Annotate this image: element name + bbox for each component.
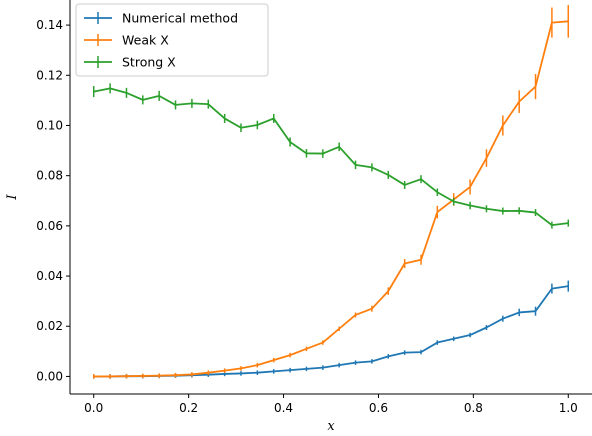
series-weak-x — [92, 5, 570, 379]
x-tick-label: 0.8 — [464, 401, 483, 415]
series-strong-x — [92, 83, 570, 229]
y-tick-label: 0.02 — [36, 319, 63, 333]
axes-layer: 0.0 0.2 0.4 0.6 0.8 1.0 0.00 0.02 0.04 0.06 0.08 0.… — [5, 0, 592, 434]
series-line — [93, 20, 569, 378]
y-axis-label: I — [5, 194, 20, 201]
x-tick-label: 1.0 — [559, 401, 578, 415]
y-tick-label: 0.00 — [36, 369, 63, 383]
y-tick-label: 0.08 — [36, 169, 63, 183]
y-tick-label: 0.04 — [36, 269, 63, 283]
legend-label: Weak X — [122, 33, 169, 48]
series-line — [93, 87, 569, 227]
series-layer — [92, 5, 570, 379]
legend-label: Strong X — [122, 55, 176, 70]
x-axis-label: x — [327, 419, 335, 434]
x-tick-label: 0.4 — [274, 401, 293, 415]
y-tick-label: 0.14 — [36, 18, 63, 32]
legend-box — [75, 3, 269, 77]
x-tick-label: 0.0 — [84, 401, 103, 415]
y-tick-label: 0.10 — [36, 118, 63, 132]
x-tick-label: 0.6 — [369, 401, 388, 415]
x-tick-label: 0.2 — [179, 401, 198, 415]
legend-label: Numerical method — [122, 11, 238, 26]
legend: Numerical method Weak X Strong X — [75, 3, 269, 77]
y-tick-label: 0.06 — [36, 219, 63, 233]
y-tick-label: 0.12 — [36, 68, 63, 82]
